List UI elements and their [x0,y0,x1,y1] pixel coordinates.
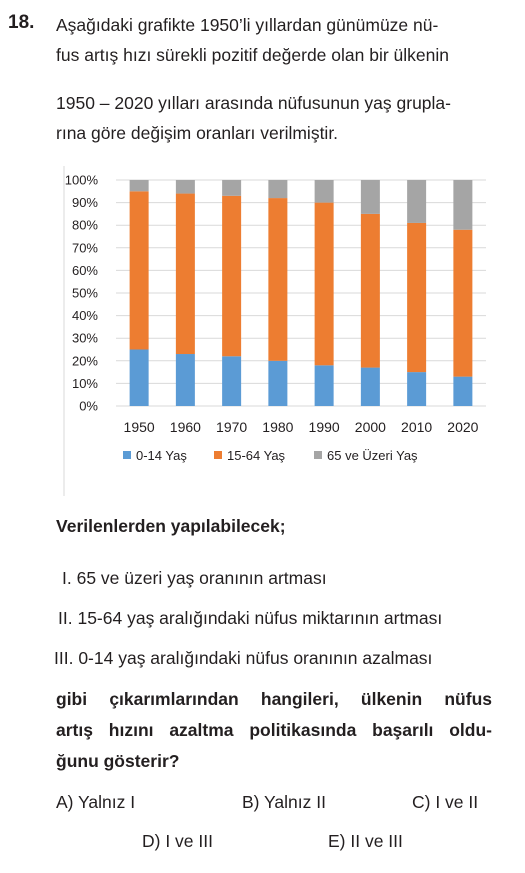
x-tick-label: 1970 [216,419,247,435]
option-b[interactable]: B) Yalnız II [242,792,326,812]
option-c[interactable]: C) I ve II [412,792,479,812]
x-tick-label: 1990 [309,419,340,435]
x-tick-label: 1980 [262,419,293,435]
intro-line: Aşağıdaki grafikte 1950’li yıllardan gün… [56,15,439,35]
option-d[interactable]: D) I ve III [142,831,213,851]
bar-segment-1-2000 [360,367,380,406]
bar-segment-3-1970 [222,180,242,196]
x-tick-label: 2000 [355,419,386,435]
statement-text: 15-64 yaş aralığındaki nüfus miktarının … [77,608,443,628]
y-tick-label: 50% [72,286,98,301]
statement-numeral: III. [54,648,74,668]
intro-line: 1950 – 2020 yılları arasında nüfusunun y… [56,93,451,113]
bar-segment-3-1990 [314,180,334,203]
x-tick-label: 1950 [124,419,155,435]
x-tick-label: 2020 [447,419,478,435]
statement-2: II. 15-64 yaş aralığındaki nüfus miktarı… [58,608,442,629]
bar-segment-2-1970 [222,195,242,357]
statement-numeral: II. [58,608,73,628]
question-line: gibi çıkarımlarından hangileri, ülkenin … [56,689,492,709]
y-tick-label: 100% [65,173,99,188]
bar-segment-3-2000 [360,180,380,214]
option-e[interactable]: E) II ve III [328,831,403,851]
bar-segment-2-1990 [314,202,334,366]
statement-1: I. 65 ve üzeri yaş oranının artması [62,568,327,589]
lead-text: Verilenlerden yapılabilecek; [56,516,286,536]
question-stem: gibi çıkarımlarından hangileri, ülkenin … [56,684,492,777]
bar-segment-1-2010 [407,372,427,406]
bar-segment-1-1970 [222,356,242,406]
bar-segment-2-2010 [407,222,427,373]
bar-segment-2-2020 [453,229,473,377]
statement-text: 0-14 yaş aralığındaki nüfus oranının aza… [78,648,433,668]
statement-3: III. 0-14 yaş aralığındaki nüfus oranını… [54,648,432,669]
legend-swatch [214,451,222,459]
intro-paragraph-1: Aşağıdaki grafikte 1950’li yıllardan gün… [56,10,449,70]
bar-segment-3-1960 [175,180,195,194]
statement-numeral: I. [62,568,72,588]
legend-label: 65 ve Üzeri Yaş [327,448,418,463]
question-line: artış hızını azaltma politikasında başar… [56,720,492,740]
y-tick-label: 80% [72,218,98,233]
question-line: ğunu gösterir? [56,751,180,771]
stacked-bar-chart: 0% 10% 20% 30% 40% 50% 60% 70% 80% 90% 100% 1950 196… [63,166,486,496]
legend-swatch [123,451,131,459]
bar-segment-3-2020 [453,180,473,230]
bar-segment-1-2020 [453,376,473,406]
intro-line: rına göre değişim oranları verilmiştir. [56,123,339,143]
bar-segment-2-1960 [175,193,195,355]
y-tick-label: 10% [72,376,98,391]
question-number: 18. [8,12,35,33]
y-tick-label: 90% [72,195,98,210]
bar-segment-1-1980 [268,360,288,406]
bar-segment-2-1950 [129,191,149,350]
x-tick-label: 2010 [401,419,432,435]
bar-segment-3-2010 [407,180,427,223]
y-tick-label: 40% [72,308,98,323]
intro-line: fus artış hızı sürekli pozitif değerde o… [56,45,449,65]
bar-segment-3-1950 [129,180,149,192]
bar-segment-1-1990 [314,365,334,406]
x-tick-label: 1960 [170,419,201,435]
bar-segment-1-1960 [175,354,195,406]
legend-swatch [314,451,322,459]
legend-label: 0-14 Yaş [136,448,187,463]
bar-segment-2-2000 [360,213,380,368]
y-tick-label: 60% [72,263,98,278]
y-tick-label: 70% [72,240,98,255]
y-tick-label: 20% [72,353,98,368]
statement-text: 65 ve üzeri yaş oranının artması [76,568,327,588]
intro-paragraph-2: 1950 – 2020 yılları arasında nüfusunun y… [56,88,451,148]
bar-segment-1-1950 [129,349,149,406]
bar-segment-2-1980 [268,198,288,361]
option-a[interactable]: A) Yalnız I [56,792,136,812]
y-tick-label: 30% [72,331,98,346]
legend-label: 15-64 Yaş [227,448,286,463]
y-tick-label: 0% [79,399,98,414]
bar-segment-3-1980 [268,180,288,199]
